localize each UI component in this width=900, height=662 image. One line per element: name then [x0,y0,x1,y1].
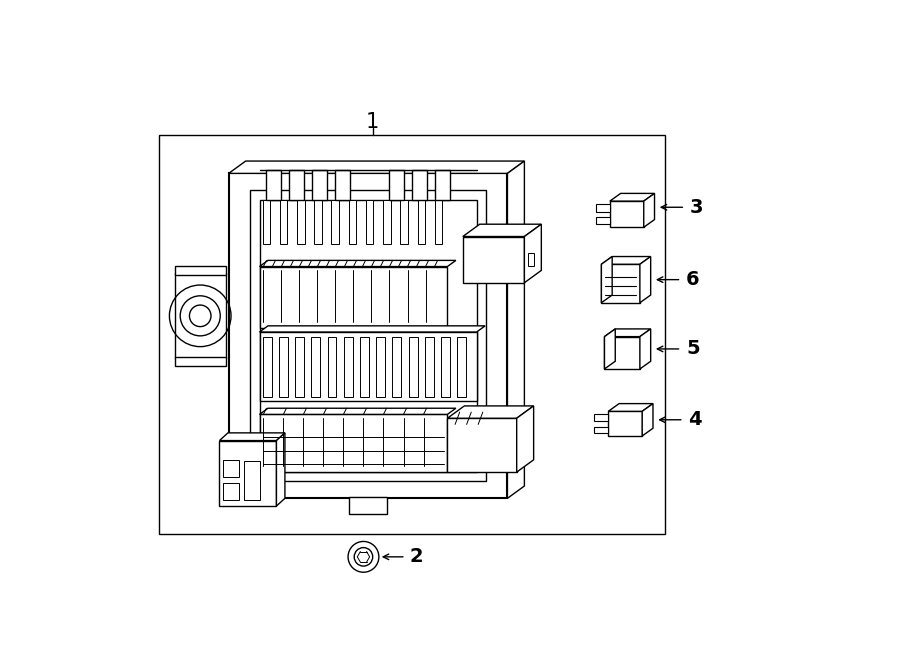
Bar [349,496,387,514]
Polygon shape [220,433,285,441]
Text: 3: 3 [690,198,704,216]
Bar [335,170,350,199]
Text: 6: 6 [686,270,699,289]
Polygon shape [596,216,610,224]
Bar [331,199,339,244]
Polygon shape [640,329,651,369]
Polygon shape [643,404,653,436]
Bar [418,199,425,244]
Text: 5: 5 [686,340,699,358]
Polygon shape [259,199,477,472]
Polygon shape [605,329,616,369]
Polygon shape [596,204,610,212]
Polygon shape [447,418,517,472]
Bar [348,199,356,244]
Bar [528,254,535,265]
Polygon shape [601,257,651,264]
Polygon shape [640,257,651,303]
Bar [314,199,322,244]
Bar [389,170,404,199]
Polygon shape [608,411,643,436]
Bar [400,199,408,244]
Bar [263,199,270,244]
Bar [279,336,288,397]
Bar [297,199,304,244]
Circle shape [348,542,379,572]
Polygon shape [463,224,541,236]
Bar [376,336,385,397]
Bar [158,135,665,534]
Polygon shape [259,260,456,267]
Polygon shape [259,414,447,472]
Polygon shape [610,193,654,201]
Polygon shape [601,264,640,303]
Polygon shape [508,161,525,498]
Bar [244,461,259,500]
Bar [175,357,226,366]
Polygon shape [229,173,508,498]
Bar [175,265,226,275]
Polygon shape [644,193,654,227]
Circle shape [355,547,373,566]
Bar [457,336,466,397]
Bar [425,336,434,397]
Bar [392,336,401,397]
Polygon shape [525,224,541,283]
Bar [435,170,451,199]
Polygon shape [608,404,653,411]
Polygon shape [276,433,285,506]
Polygon shape [259,326,485,332]
Polygon shape [447,406,534,418]
Polygon shape [610,201,644,227]
Bar [328,336,337,397]
Text: 4: 4 [688,410,702,429]
Polygon shape [259,267,447,328]
Polygon shape [259,408,456,414]
Bar [280,199,287,244]
Bar [360,336,369,397]
Bar [409,336,418,397]
Polygon shape [605,329,651,336]
Bar [289,170,304,199]
Bar [435,199,442,244]
Bar [366,199,373,244]
Bar [344,336,353,397]
Bar [263,336,272,397]
Bar [223,483,238,500]
Bar [383,199,391,244]
Polygon shape [175,273,226,358]
Polygon shape [220,441,276,506]
Bar [295,336,304,397]
Bar [311,336,320,397]
Bar [266,170,281,199]
Bar [441,336,450,397]
Polygon shape [250,190,486,481]
Polygon shape [595,414,608,420]
Text: 1: 1 [366,112,379,132]
Bar [412,170,427,199]
Polygon shape [605,336,640,369]
Bar [223,460,238,477]
Polygon shape [517,406,534,472]
Polygon shape [595,427,608,433]
Polygon shape [601,257,612,303]
Polygon shape [463,236,525,283]
Polygon shape [259,332,477,401]
Text: 2: 2 [410,547,423,566]
Polygon shape [229,161,525,173]
Bar [312,170,328,199]
